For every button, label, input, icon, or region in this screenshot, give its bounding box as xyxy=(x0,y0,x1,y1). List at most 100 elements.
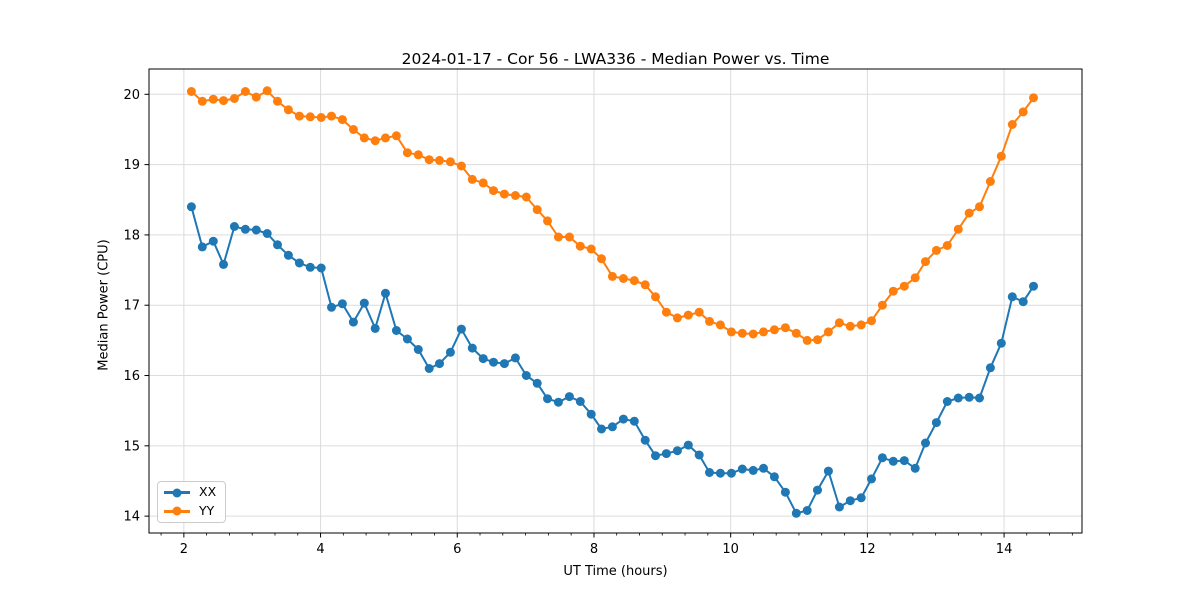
data-point-xx xyxy=(823,466,833,476)
data-point-yy xyxy=(705,316,714,326)
x-tick-label: 4 xyxy=(316,542,324,557)
data-point-xx xyxy=(456,324,466,334)
data-point-yy xyxy=(964,208,974,218)
data-point-yy xyxy=(489,186,498,196)
data-point-xx xyxy=(370,323,380,333)
data-point-yy xyxy=(823,327,833,337)
legend-dot-xx-icon xyxy=(172,488,182,498)
data-point-yy xyxy=(381,133,390,143)
legend-line-marker-yy-icon xyxy=(164,506,190,516)
chart-title: 2024-01-17 - Cor 56 - LWA336 - Median Po… xyxy=(401,50,830,68)
data-point-xx xyxy=(273,240,282,250)
data-point-yy xyxy=(769,325,779,335)
legend-item-yy: YY xyxy=(164,503,225,519)
data-point-yy xyxy=(629,276,639,286)
data-point-xx xyxy=(942,397,952,406)
data-point-xx xyxy=(953,393,963,403)
data-point-xx xyxy=(661,449,671,459)
data-point-xx xyxy=(240,224,250,234)
data-point-xx xyxy=(575,397,585,406)
data-point-xx xyxy=(1029,281,1038,291)
data-point-xx xyxy=(640,435,650,445)
data-point-xx xyxy=(489,357,498,367)
data-point-yy xyxy=(910,273,920,283)
data-point-yy xyxy=(273,96,282,106)
x-tick-label: 2 xyxy=(180,542,188,557)
data-point-yy xyxy=(564,232,574,242)
data-point-xx xyxy=(629,416,639,426)
data-point-xx xyxy=(283,250,293,260)
data-point-yy xyxy=(435,155,444,165)
data-point-xx xyxy=(445,347,455,357)
legend-label-xx: XX xyxy=(199,484,217,500)
data-point-xx xyxy=(381,288,390,298)
data-point-yy xyxy=(294,111,304,121)
data-point-yy xyxy=(391,131,401,141)
data-point-yy xyxy=(715,320,725,330)
legend: XX YY xyxy=(157,481,226,523)
data-point-xx xyxy=(996,338,1006,348)
y-tick-label: 18 xyxy=(123,228,140,243)
data-point-yy xyxy=(953,224,963,234)
legend-dot-yy-icon xyxy=(172,506,182,516)
data-point-yy xyxy=(597,254,606,264)
data-point-yy xyxy=(348,125,358,134)
data-point-xx xyxy=(618,414,628,424)
data-point-yy xyxy=(402,148,412,158)
data-point-xx xyxy=(197,242,207,252)
data-point-yy xyxy=(780,323,790,333)
data-point-xx xyxy=(359,298,369,308)
data-point-xx xyxy=(510,353,520,363)
data-point-yy xyxy=(521,192,531,202)
data-point-yy xyxy=(445,157,455,167)
data-point-yy xyxy=(1029,93,1038,103)
y-tick-label: 19 xyxy=(123,158,140,173)
axes-spines xyxy=(148,68,1083,534)
data-point-xx xyxy=(543,394,552,404)
data-point-xx xyxy=(564,392,574,402)
data-point-xx xyxy=(337,299,347,309)
data-point-xx xyxy=(856,493,866,503)
y-tick-label: 16 xyxy=(123,369,140,384)
data-point-xx xyxy=(769,472,779,482)
data-point-xx xyxy=(1007,292,1017,302)
data-point-xx xyxy=(964,392,974,402)
data-point-yy xyxy=(424,155,434,165)
data-point-xx xyxy=(683,440,693,450)
data-point-yy xyxy=(802,335,812,345)
data-point-xx xyxy=(651,451,660,461)
data-point-xx xyxy=(532,378,542,388)
data-point-xx xyxy=(910,463,920,473)
data-point-xx xyxy=(1018,297,1028,307)
data-point-yy xyxy=(229,94,239,103)
data-point-yy xyxy=(359,133,369,143)
data-point-xx xyxy=(694,450,704,460)
data-point-yy xyxy=(834,318,844,328)
data-point-yy xyxy=(283,105,293,115)
data-point-yy xyxy=(975,202,984,212)
data-point-xx xyxy=(780,487,790,497)
data-point-yy xyxy=(456,161,466,171)
data-point-yy xyxy=(694,307,704,317)
data-point-xx xyxy=(737,464,747,474)
data-point-xx xyxy=(672,446,682,456)
data-point-xx xyxy=(715,468,725,478)
data-point-xx xyxy=(521,371,531,380)
data-point-xx xyxy=(726,468,736,478)
data-point-yy xyxy=(813,335,822,345)
data-point-yy xyxy=(532,205,542,215)
data-point-yy xyxy=(553,232,563,242)
data-point-yy xyxy=(856,320,866,330)
data-point-yy xyxy=(640,280,650,290)
data-point-xx xyxy=(316,263,326,273)
data-point-xx xyxy=(759,463,768,473)
data-point-xx xyxy=(899,456,909,466)
x-tick-label: 6 xyxy=(453,542,461,557)
data-point-xx xyxy=(499,359,509,369)
data-point-yy xyxy=(1018,107,1028,117)
x-axis-label: UT Time (hours) xyxy=(563,564,668,579)
data-point-yy xyxy=(921,257,930,267)
data-point-xx xyxy=(921,438,930,448)
